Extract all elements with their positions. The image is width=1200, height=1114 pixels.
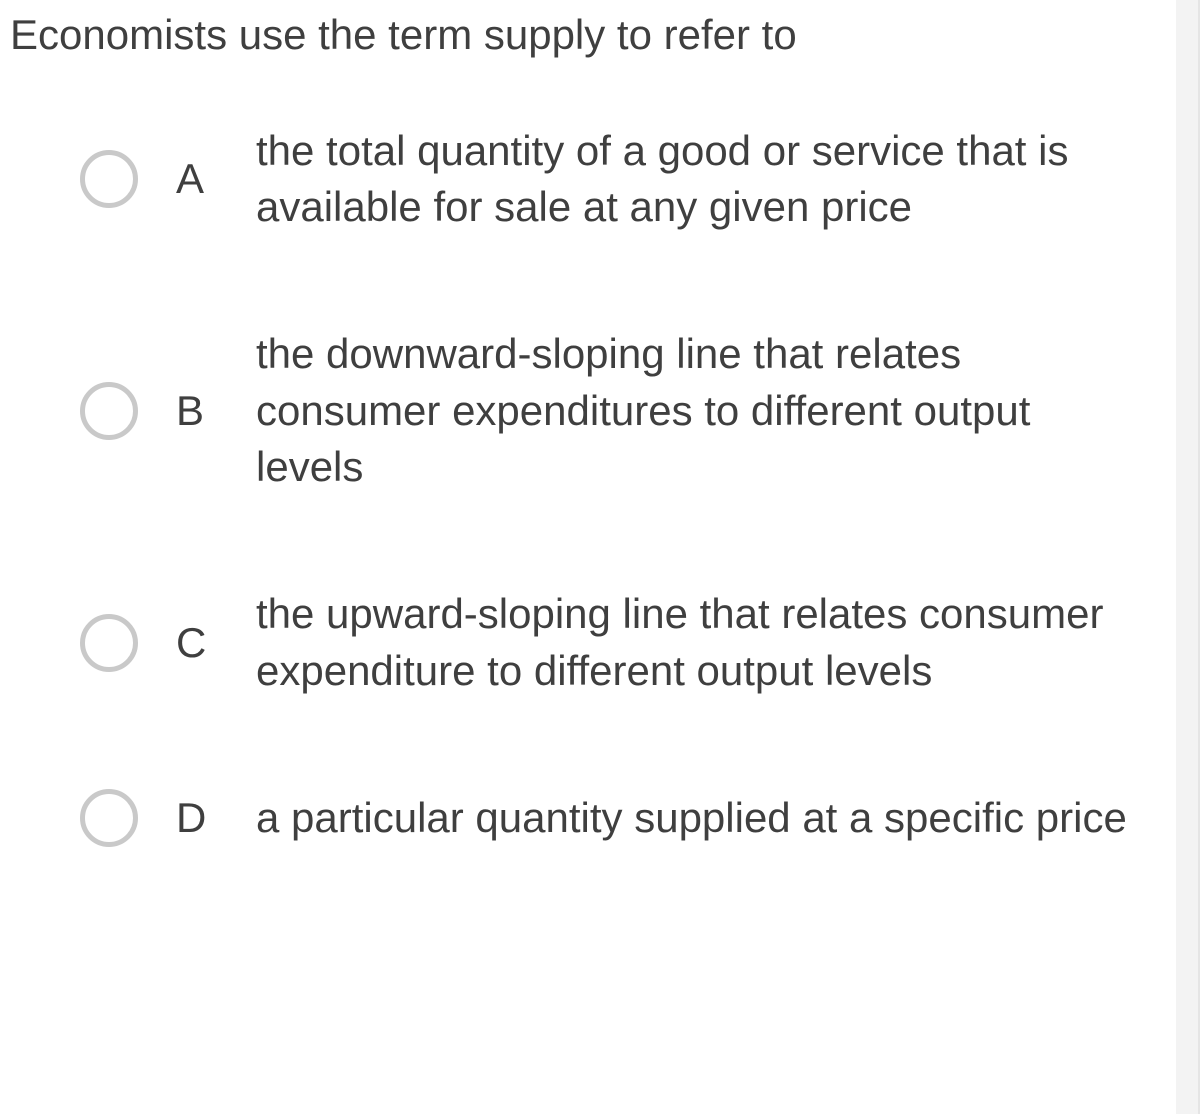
option-row[interactable]: B the downward-sloping line that relates… bbox=[80, 326, 1128, 496]
option-row[interactable]: D a particular quantity supplied at a sp… bbox=[80, 789, 1128, 847]
option-letter: A bbox=[176, 155, 256, 203]
radio-icon[interactable] bbox=[80, 789, 138, 847]
question-text: Economists use the term supply to refer … bbox=[0, 0, 1168, 63]
option-letter: C bbox=[176, 619, 256, 667]
option-letter: B bbox=[176, 387, 256, 435]
option-letter: D bbox=[176, 794, 256, 842]
radio-icon[interactable] bbox=[80, 382, 138, 440]
option-text: the upward-sloping line that relates con… bbox=[256, 586, 1128, 699]
radio-icon[interactable] bbox=[80, 614, 138, 672]
option-row[interactable]: A the total quantity of a good or servic… bbox=[80, 123, 1128, 236]
scrollbar-track[interactable] bbox=[1176, 0, 1198, 1114]
option-text: a particular quantity supplied at a spec… bbox=[256, 790, 1128, 847]
option-text: the total quantity of a good or service … bbox=[256, 123, 1128, 236]
options-list: A the total quantity of a good or servic… bbox=[0, 63, 1168, 848]
option-row[interactable]: C the upward-sloping line that relates c… bbox=[80, 586, 1128, 699]
option-text: the downward-sloping line that relates c… bbox=[256, 326, 1128, 496]
radio-icon[interactable] bbox=[80, 150, 138, 208]
question-card: Economists use the term supply to refer … bbox=[0, 0, 1200, 1114]
